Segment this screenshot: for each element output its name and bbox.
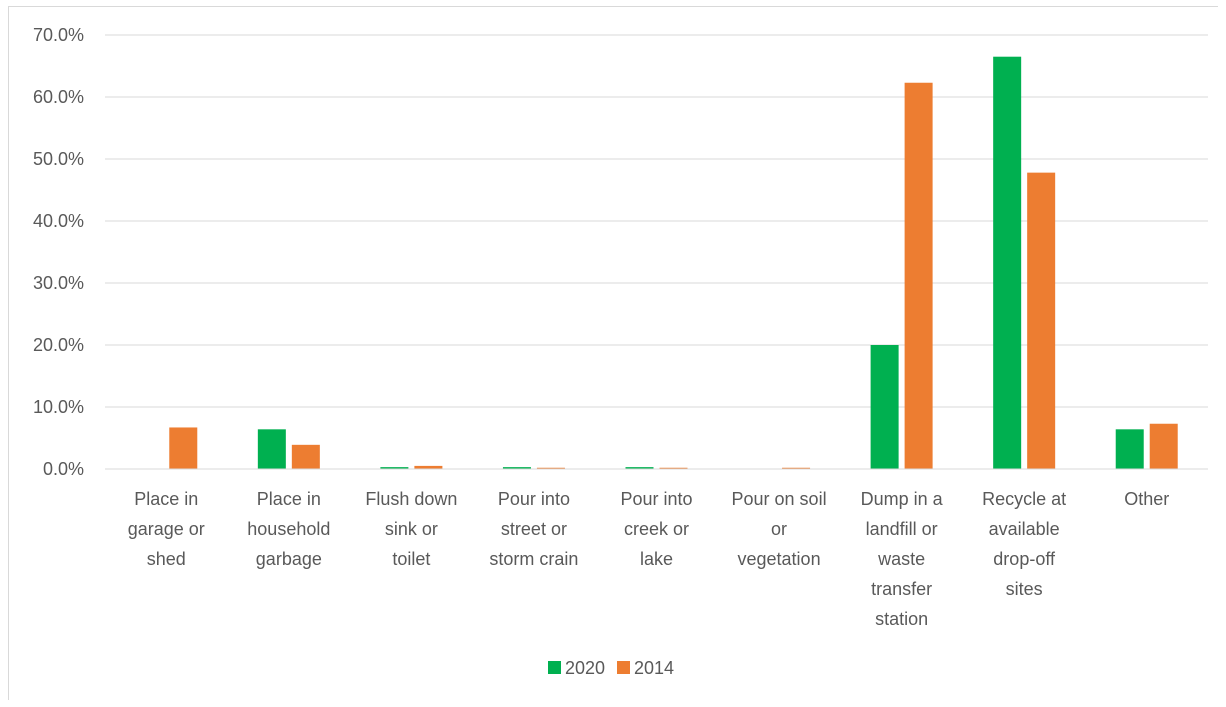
- bar-2020: [625, 467, 654, 469]
- category-labels: Place in garage or shed Place in household ga…: [128, 489, 1169, 629]
- bar-2020: [1115, 429, 1144, 469]
- bar-2020: [502, 467, 531, 469]
- category-label: Recycle at available drop-off sites: [982, 489, 1066, 599]
- bar-2020: [380, 467, 409, 469]
- category-label: Pour into creek or lake: [620, 489, 692, 569]
- y-tick-label: 20.0%: [33, 335, 84, 355]
- bar-2014: [1149, 423, 1178, 469]
- bar-2014: [291, 444, 320, 469]
- bars: [169, 56, 1178, 470]
- legend-label-2020: 2020: [565, 658, 605, 678]
- bar-2014: [904, 82, 933, 470]
- bar-2020: [870, 345, 899, 469]
- y-tick-label: 50.0%: [33, 149, 84, 169]
- gridlines: [105, 34, 1208, 408]
- y-tick-label: 10.0%: [33, 397, 84, 417]
- y-tick-label: 60.0%: [33, 87, 84, 107]
- legend-swatch-2020: [548, 661, 561, 674]
- y-tick-label: 30.0%: [33, 273, 84, 293]
- bar-2014: [536, 467, 565, 469]
- y-tick-label: 0.0%: [43, 459, 84, 479]
- y-tick-label: 40.0%: [33, 211, 84, 231]
- bar-2020: [257, 429, 286, 469]
- bar-2014: [782, 467, 811, 469]
- bar-2014: [169, 427, 198, 469]
- y-tick-label: 70.0%: [33, 25, 84, 45]
- category-label: Other: [1124, 489, 1169, 509]
- category-label: Pour on soil or vegetation: [732, 489, 827, 569]
- category-label: Pour into street or storm crain: [489, 489, 578, 569]
- category-label: Flush down sink or toilet: [365, 489, 457, 569]
- legend-label-2014: 2014: [634, 658, 674, 678]
- category-label: Dump in a landfill or waste transfer station: [861, 489, 944, 629]
- category-label: Place in household garbage: [247, 489, 330, 569]
- bar-2020: [993, 56, 1022, 469]
- bar-2014: [1027, 172, 1056, 469]
- category-label: Place in garage or shed: [128, 489, 205, 569]
- legend: 2020 2014: [548, 658, 674, 678]
- bar-2014: [414, 465, 443, 469]
- bar-2014: [659, 467, 688, 469]
- legend-swatch-2014: [617, 661, 630, 674]
- y-axis-ticks: 0.0% 10.0% 20.0% 30.0% 40.0% 50.0% 60.0% 70.0%: [33, 25, 84, 479]
